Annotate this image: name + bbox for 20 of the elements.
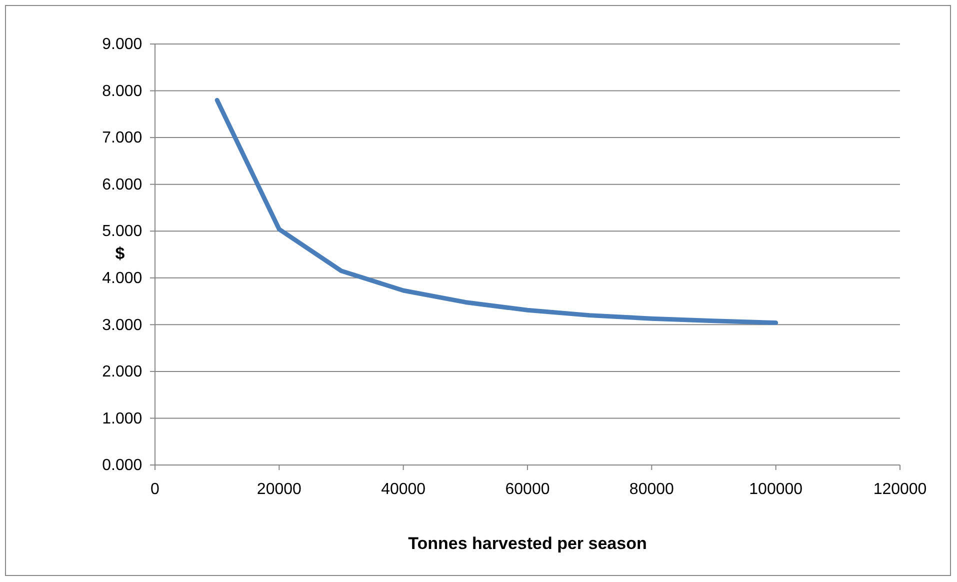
y-tick-label: 3.000 — [102, 316, 142, 334]
x-tick-label: 120000 — [873, 480, 927, 498]
x-tick-label: 100000 — [749, 480, 803, 498]
y-tick-label: 4.000 — [102, 270, 142, 288]
y-tick-label: 8.000 — [102, 82, 142, 100]
x-axis-title: Tonnes harvested per season — [408, 534, 647, 553]
x-tick-label: 0 — [150, 480, 160, 498]
y-tick-label: 0.000 — [102, 457, 142, 474]
y-tick-label: 9.000 — [102, 36, 142, 54]
x-tick-label: 40000 — [381, 480, 426, 498]
y-axis-title: $ — [115, 244, 126, 263]
y-tick-label: 7.000 — [102, 130, 142, 147]
line-series — [214, 98, 778, 326]
y-tick-label: 2.000 — [102, 364, 142, 381]
y-tick-label: 5.000 — [102, 223, 142, 240]
x-tick-label: 60000 — [505, 480, 550, 498]
y-tick-label: 1.000 — [102, 410, 142, 428]
x-tick-label: 20000 — [256, 480, 302, 498]
y-tick-label: 6.000 — [102, 176, 142, 194]
x-tick-label: 80000 — [629, 480, 674, 498]
